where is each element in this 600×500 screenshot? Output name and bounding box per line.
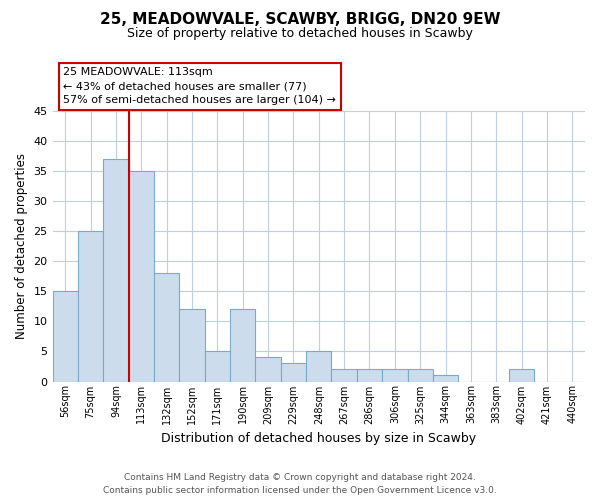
Bar: [509, 370, 534, 382]
Text: Contains HM Land Registry data © Crown copyright and database right 2024.
Contai: Contains HM Land Registry data © Crown c…: [103, 474, 497, 495]
Bar: [407, 370, 433, 382]
Bar: [103, 159, 128, 382]
Bar: [281, 364, 306, 382]
Bar: [357, 370, 382, 382]
Bar: [53, 291, 78, 382]
Bar: [205, 352, 230, 382]
Text: 25 MEADOWVALE: 113sqm
← 43% of detached houses are smaller (77)
57% of semi-deta: 25 MEADOWVALE: 113sqm ← 43% of detached …: [63, 68, 336, 106]
Text: 25, MEADOWVALE, SCAWBY, BRIGG, DN20 9EW: 25, MEADOWVALE, SCAWBY, BRIGG, DN20 9EW: [100, 12, 500, 28]
Y-axis label: Number of detached properties: Number of detached properties: [15, 153, 28, 339]
Bar: [78, 231, 103, 382]
Bar: [331, 370, 357, 382]
X-axis label: Distribution of detached houses by size in Scawby: Distribution of detached houses by size …: [161, 432, 476, 445]
Bar: [128, 171, 154, 382]
Bar: [306, 352, 331, 382]
Bar: [382, 370, 407, 382]
Bar: [179, 310, 205, 382]
Bar: [154, 273, 179, 382]
Text: Size of property relative to detached houses in Scawby: Size of property relative to detached ho…: [127, 28, 473, 40]
Bar: [256, 358, 281, 382]
Bar: [230, 310, 256, 382]
Bar: [433, 376, 458, 382]
